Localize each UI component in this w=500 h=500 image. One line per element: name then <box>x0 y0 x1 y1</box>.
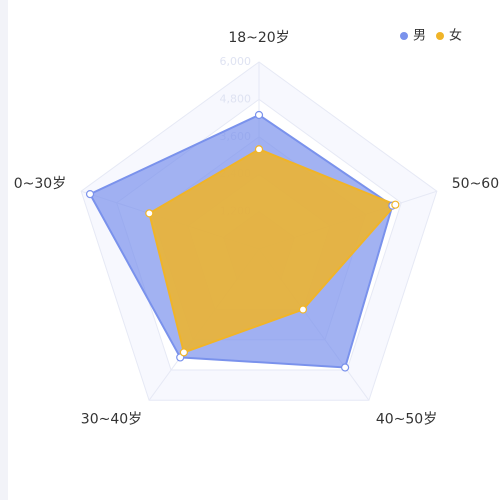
grid-line <box>80 61 438 401</box>
legend-marker[interactable] <box>400 32 408 40</box>
data-point <box>298 305 308 314</box>
indicator-label: 50~60 <box>452 176 499 192</box>
data-point <box>341 363 350 372</box>
legend-label[interactable]: 女 <box>449 28 462 44</box>
data-point <box>145 209 154 218</box>
data-point <box>254 110 264 120</box>
tick-label: 6,000 <box>220 55 252 68</box>
tick-label: 4,800 <box>220 92 252 105</box>
indicator-label: 18~20岁 <box>228 30 289 46</box>
legend-label[interactable]: 男 <box>413 29 426 44</box>
side-strip <box>0 0 8 500</box>
indicator-label: 0~30岁 <box>14 176 66 192</box>
data-point <box>391 200 400 209</box>
data-point <box>85 190 95 199</box>
data-point <box>254 145 264 154</box>
series-area <box>148 148 398 354</box>
indicator-label: 30~40岁 <box>81 412 142 428</box>
data-point <box>179 348 188 357</box>
indicator-label: 40~50岁 <box>376 412 437 428</box>
legend-marker[interactable] <box>436 32 444 40</box>
